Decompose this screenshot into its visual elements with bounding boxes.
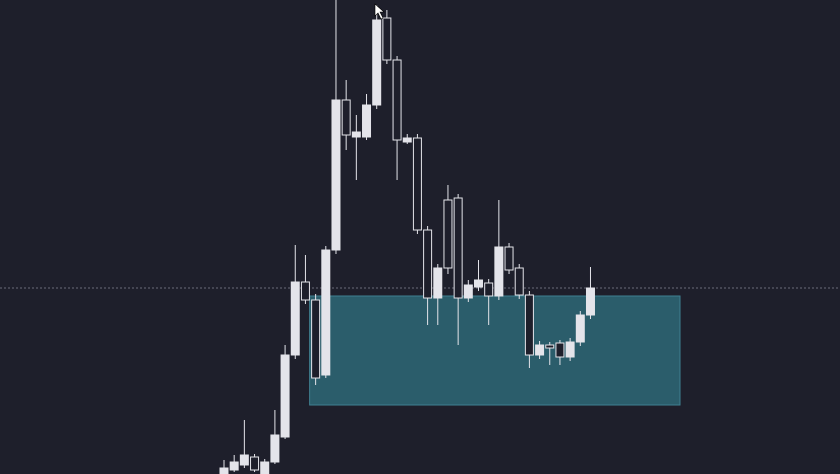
candle-body <box>392 59 402 141</box>
candle-body <box>341 99 351 136</box>
candle-body <box>331 99 341 251</box>
candle-body <box>290 281 300 356</box>
candle-body <box>351 131 361 138</box>
candle-body <box>535 344 545 356</box>
candle-body <box>545 344 555 349</box>
candle-body <box>372 19 382 106</box>
candle-body <box>311 299 321 379</box>
candle-body <box>463 284 473 299</box>
candle-body <box>433 267 443 299</box>
candle-body <box>402 137 412 143</box>
candle-body <box>484 282 494 297</box>
candle-body <box>270 434 280 463</box>
candle-body <box>555 342 565 358</box>
candle-body <box>250 456 260 471</box>
candle-body <box>565 341 575 358</box>
candle-body <box>423 229 433 299</box>
cursor <box>374 3 385 20</box>
candle-body <box>382 17 392 61</box>
candle-body <box>362 104 372 138</box>
candle-body <box>219 467 229 474</box>
candle-body <box>321 249 331 376</box>
candle-body <box>412 137 422 231</box>
candle-body <box>514 267 524 296</box>
candle-body <box>239 454 249 466</box>
zone <box>309 295 681 406</box>
candle-body <box>474 279 483 288</box>
candle-body <box>443 199 453 269</box>
candle-body <box>494 246 504 297</box>
candle-body <box>585 287 595 316</box>
candle-body <box>300 281 310 301</box>
candle-body <box>260 461 270 474</box>
candle-body <box>453 197 463 299</box>
candle-body <box>575 314 585 343</box>
candle-body <box>280 354 290 438</box>
candle-body <box>229 461 239 471</box>
candle-body <box>524 294 534 356</box>
candle-body <box>504 246 514 271</box>
